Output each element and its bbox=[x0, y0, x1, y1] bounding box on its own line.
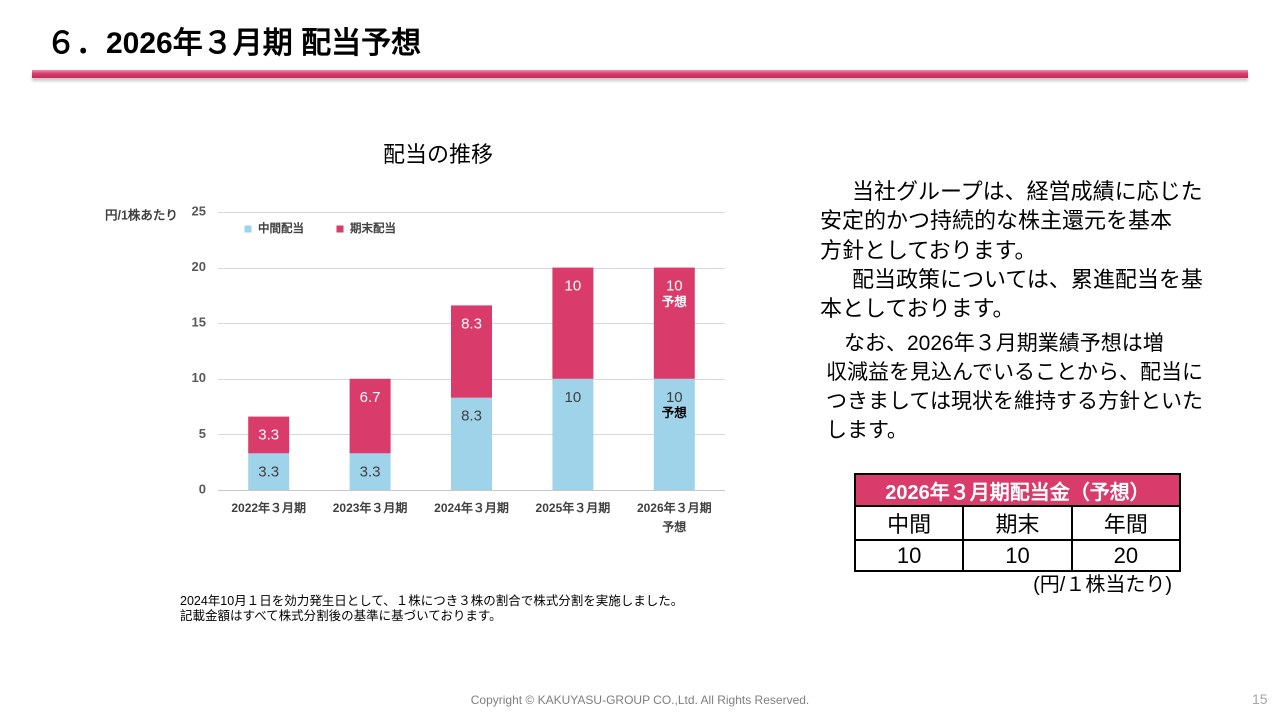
chart-title: 配当の推移 bbox=[382, 142, 493, 167]
bar-segment-interim bbox=[653, 378, 695, 490]
bar-segment-interim bbox=[248, 453, 290, 490]
copyright-footer: Copyright © KAKUYASU-GROUP CO.,Ltd. All … bbox=[470, 693, 810, 707]
x-tick-note: 予想 bbox=[662, 519, 686, 534]
bar-segment-year-end bbox=[451, 305, 492, 398]
table-row: 中間 期末 年間 bbox=[853, 505, 1182, 541]
value-cell-year-end: 10 bbox=[962, 539, 1073, 572]
slide-title: ６．2026年３月期 配当予想 bbox=[46, 27, 422, 60]
policy-line: 収減益を見込んでいることから、配当に bbox=[826, 361, 1203, 384]
y-tick-label: 20 bbox=[192, 259, 206, 274]
bar-segment-interim bbox=[552, 378, 594, 490]
policy-line: なお、2026年３月期業績予想は増 bbox=[844, 332, 1164, 355]
legend-label-interim: 中間配当 bbox=[258, 221, 304, 235]
table-header-row: 2026年３月期配当金（予想） bbox=[854, 473, 1181, 507]
forecast-note: 予想 bbox=[662, 294, 688, 309]
x-tick-label: 2023年３月期 bbox=[333, 500, 408, 515]
footnotes: 2024年10月１日を効力発生日として、１株につき３株の割合で株式分割を実施しま… bbox=[180, 594, 683, 624]
policy-line: 安定的かつ持続的な株主還元を基本 bbox=[820, 208, 1173, 234]
header-cell-annual: 年間 bbox=[1070, 505, 1182, 541]
policy-line: 配当政策については、累進配当を基 bbox=[852, 266, 1203, 292]
x-tick-label: 2024年３月期 bbox=[434, 500, 509, 515]
data-label: 10 bbox=[565, 278, 582, 295]
table-unit: (円/１株当たり) bbox=[1033, 574, 1172, 596]
dividend-forecast-table: 2026年３月期配当金（予想） 中間 期末 年間 10 10 20 bbox=[853, 473, 1182, 572]
bars bbox=[248, 267, 695, 490]
policy-line: 本としております。 bbox=[820, 296, 1015, 322]
y-axis-label: 円/1株あたり bbox=[105, 207, 178, 222]
dividend-trend-chart: 円/1株あたり 0 5 10 15 20 25 3.3 3.3 3.3 6.7 8.3 8.3 10 1… bbox=[105, 203, 725, 534]
x-tick-labels: 2022年３月期 2023年３月期 2024年３月期 2025年３月期 2026年３月期… bbox=[231, 500, 711, 534]
policy-line: します。 bbox=[826, 419, 908, 442]
y-tick-label: 25 bbox=[192, 203, 206, 218]
value-cell-interim: 10 bbox=[853, 539, 965, 572]
data-label: 3.3 bbox=[360, 463, 381, 480]
table-row: 10 10 20 bbox=[853, 539, 1182, 572]
bar-segment-year-end bbox=[552, 267, 594, 379]
bar-segment-year-end bbox=[653, 267, 695, 379]
header-cell-interim: 中間 bbox=[853, 505, 965, 541]
y-tick-label: 10 bbox=[192, 370, 206, 385]
legend-swatch-interim bbox=[244, 225, 252, 233]
y-tick-label: 15 bbox=[192, 315, 206, 330]
data-label: 6.7 bbox=[360, 389, 381, 406]
data-label: 8.3 bbox=[461, 408, 482, 425]
policy-line: 当社グループは、経営成績に応じた bbox=[852, 179, 1203, 204]
forecast-policy-text: なお、2026年３月期業績予想は増 収減益を見込んでいることから、配当に つきま… bbox=[826, 329, 1203, 445]
data-label: 3.3 bbox=[258, 463, 279, 480]
page-number: 15 bbox=[1252, 691, 1268, 707]
y-tick-labels: 0 5 10 15 20 25 bbox=[192, 203, 206, 496]
y-tick-label: 5 bbox=[199, 426, 206, 441]
data-label: 10 bbox=[666, 389, 683, 406]
data-label: 3.3 bbox=[258, 427, 279, 444]
x-tick-label: 2026年３月期 bbox=[637, 500, 712, 515]
legend: 中間配当 期末配当 bbox=[244, 221, 396, 235]
x-tick-label: 2022年３月期 bbox=[231, 500, 306, 515]
legend-label-year-end: 期末配当 bbox=[350, 221, 396, 235]
footnote-line: 記載金額はすべて株式分割後の基準に基づいております。 bbox=[180, 609, 502, 623]
title-underline bbox=[32, 70, 1248, 78]
y-tick-label: 0 bbox=[199, 481, 206, 496]
bar-segment-interim bbox=[451, 397, 492, 490]
table-title: 2026年３月期配当金（予想） bbox=[854, 473, 1181, 507]
forecast-note: 予想 bbox=[662, 405, 688, 420]
x-tick-label: 2025年３月期 bbox=[536, 500, 611, 515]
data-label: 8.3 bbox=[461, 315, 482, 332]
policy-line: つきましては現状を維持する方針といた bbox=[826, 390, 1203, 413]
legend-swatch-year-end bbox=[336, 225, 344, 233]
data-label: 10 bbox=[666, 278, 683, 295]
bar-segment-year-end bbox=[248, 416, 290, 454]
policy-line: 方針としております。 bbox=[820, 237, 1037, 263]
bar-segment-interim bbox=[349, 453, 391, 490]
header-cell-year-end: 期末 bbox=[962, 505, 1073, 541]
value-cell-annual: 20 bbox=[1070, 539, 1182, 572]
footnote-line: 2024年10月１日を効力発生日として、１株につき３株の割合で株式分割を実施しま… bbox=[180, 594, 684, 608]
bar-segment-year-end bbox=[349, 378, 391, 454]
dividend-policy-text: 当社グループは、経営成績に応じた 安定的かつ持続的な株主還元を基本 方針としてお… bbox=[820, 177, 1203, 323]
data-label: 10 bbox=[565, 389, 582, 406]
